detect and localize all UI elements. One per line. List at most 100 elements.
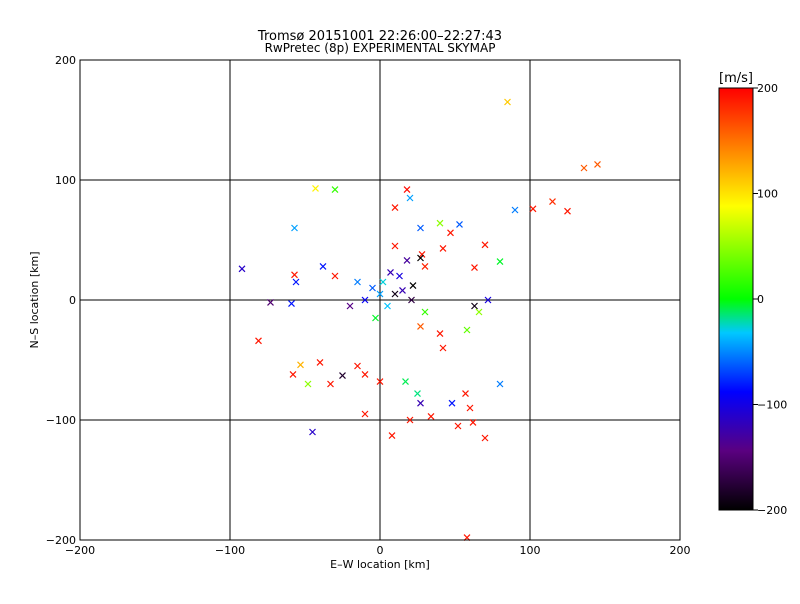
colorbar-label: [m/s] [719,71,753,86]
data-marker-cross [331,186,339,194]
data-marker-cross [439,344,447,352]
data-marker-cross [417,322,424,330]
data-marker-cross [594,160,601,168]
data-marker-cross [372,314,379,322]
data-marker-cross [448,399,456,407]
data-marker-cross [267,298,274,306]
x-tick-label: 200 [670,544,691,557]
data-marker-cross [391,204,399,212]
data-marker-cross [354,362,361,370]
data-marker-cross [369,284,376,292]
data-marker-cross [439,244,447,252]
chart-title: Tromsø 20151001 22:26:00–22:27:43 [257,29,502,44]
data-marker-cross [388,432,396,440]
data-marker-cross [436,330,444,338]
y-tick-label: 100 [55,174,76,187]
data-marker-cross [454,422,462,430]
data-marker-cross [484,296,492,304]
data-marker-cross [456,220,463,228]
data-marker-cross [403,256,411,264]
data-marker-cross [391,290,399,298]
data-marker-cross [471,302,478,310]
data-marker-cross [564,207,571,215]
colorbar [718,87,754,511]
data-marker-cross [436,219,444,227]
data-marker-cross [361,296,369,304]
data-marker-cross [376,378,384,386]
data-marker-cross [354,278,361,286]
colorbar-tick-label: −100 [757,399,787,412]
data-marker-cross [396,272,403,280]
data-marker-cross [384,302,391,310]
data-marker-cross [376,290,384,298]
data-marker-cross [417,399,424,407]
colorbar-tick-label: 100 [757,188,778,201]
data-marker-cross [288,300,295,308]
data-marker-cross [319,262,327,270]
data-marker-cross [466,404,474,412]
data-marker-cross [327,380,334,388]
colorbar-tick-label: 200 [757,82,778,95]
data-marker-cross [361,370,369,378]
data-marker-cross [427,412,435,420]
x-tick-label: −100 [215,544,245,557]
data-marker-cross [391,242,399,250]
data-marker-cross [304,380,312,388]
data-marker-cross [291,224,298,232]
data-marker-cross [297,361,304,369]
data-marker-cross [361,410,369,418]
x-tick-label: −200 [65,544,95,557]
data-marker-cross [504,98,511,106]
data-marker-cross [316,358,324,366]
data-marker-cross [331,272,339,280]
data-marker-cross [379,278,387,286]
data-marker-cross [289,370,297,378]
data-marker-cross [475,308,483,316]
x-axis-label: E–W location [km] [330,558,430,571]
data-marker-cross [417,224,424,232]
data-marker-cross [406,194,414,202]
x-tick-label: 100 [520,544,541,557]
data-marker-cross [292,278,300,286]
colorbar-tick-label: 0 [757,293,764,306]
data-markers [238,98,601,542]
data-marker-cross [421,308,429,316]
data-marker-cross [549,198,556,206]
data-marker-cross [511,206,519,214]
data-marker-cross [447,229,454,237]
data-marker-cross [462,390,469,398]
colorbar-ticks: −200 −100 0 100 200 [753,82,787,517]
data-marker-cross [414,390,421,398]
y-tick-label: 0 [69,294,76,307]
data-marker-cross [346,302,354,310]
data-marker-cross [406,416,414,424]
y-axis-ticks: −200 −100 0 100 200 [46,54,680,547]
grid-lines [80,60,680,540]
data-marker-cross [496,380,504,388]
data-marker-cross [312,184,319,192]
data-marker-cross [418,250,426,258]
data-marker-cross [529,205,537,213]
data-marker-cross [291,271,298,279]
data-marker-cross [469,418,477,426]
data-marker-cross [463,326,471,334]
data-marker-cross [471,264,478,272]
data-marker-cross [403,186,411,194]
data-marker-cross [409,282,417,290]
data-marker-cross [402,378,409,386]
y-tick-label: 200 [55,54,76,67]
x-tick-label: 0 [377,544,384,557]
y-tick-label: −100 [46,414,76,427]
x-axis-ticks: −200 −100 0 100 200 [65,60,691,557]
y-tick-label: −200 [46,534,76,547]
data-marker-cross [408,296,415,304]
y-axis-label: N–S location [km] [28,251,41,348]
chart-subtitle: RwPretec (8p) EXPERIMENTAL SKYMAP [265,41,496,55]
colorbar-tick-label: −200 [757,504,787,517]
data-marker-cross [481,241,489,249]
data-marker-cross [399,286,406,294]
data-marker-cross [417,254,424,262]
data-marker-cross [580,164,588,172]
